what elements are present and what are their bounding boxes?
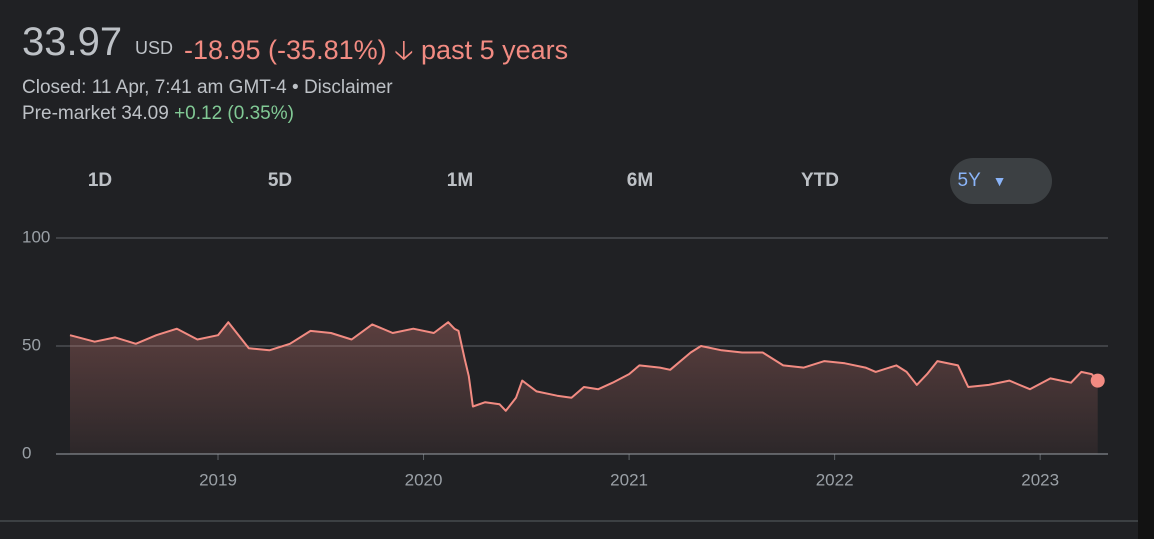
x-tick-label: 2020 <box>405 470 443 489</box>
price: 33.97 <box>22 20 123 64</box>
x-tick-label: 2023 <box>1021 470 1059 489</box>
change-value: -18.95 (-35.81%) <box>184 35 387 65</box>
closed: Closed: 11 Apr, 7:41 am GMT-4 <box>22 77 287 98</box>
disclaimer[interactable]: Disclaimer <box>303 77 393 98</box>
premarket-line: Pre-market 34.09 +0.12 (0.35%) <box>22 103 294 125</box>
range-tab[interactable]: 5D <box>267 170 293 191</box>
range-tab[interactable]: 5Y ▼ <box>957 170 1007 191</box>
closed-line: Closed: 11 Apr, 7:41 am GMT-4 • Disclaim… <box>22 77 393 98</box>
y-tick-label: 100 <box>22 227 50 246</box>
premarket-price: 34.09 <box>121 103 169 124</box>
range-tab[interactable]: 1D <box>87 170 113 191</box>
range-tab[interactable]: 6M <box>626 170 654 191</box>
down-arrow: 🡣 <box>394 35 414 65</box>
x-tick-label: 2019 <box>199 470 237 489</box>
x-tick-label: 2021 <box>610 470 648 489</box>
range-tab[interactable]: 1M <box>446 170 474 191</box>
x-tick-label: 2022 <box>816 470 854 489</box>
premarket-change: +0.12 (0.35%) <box>174 103 294 124</box>
range-tab[interactable]: YTD <box>801 170 839 191</box>
y-tick-label: 0 <box>22 443 31 462</box>
last-point <box>1090 373 1105 388</box>
change: -18.95 (-35.81%) 🡣 past 5 years <box>184 31 568 77</box>
currency: USD <box>135 38 174 58</box>
edge <box>1138 0 1154 539</box>
price-line <box>69 321 1099 412</box>
premarket-label: Pre-market <box>22 103 116 124</box>
selected-range-pill[interactable] <box>950 158 1052 204</box>
period: past 5 years <box>421 35 569 65</box>
y-tick-label: 50 <box>22 335 41 354</box>
